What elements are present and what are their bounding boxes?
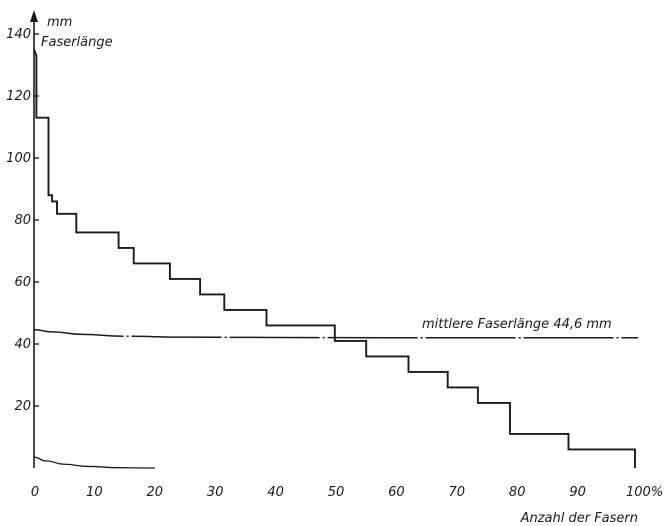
mean-length-annotation: mittlere Faserlänge 44,6 mm [422,317,612,332]
x-tick-label-100: 100% [626,485,663,500]
y-tick-label-140: 140 [6,27,31,42]
x-axis-label: Anzahl der Fasern [520,511,638,526]
axes: mm Faserlänge Anzahl der Fasern mittlere… [30,10,638,526]
lower-boundary-curve [33,456,155,469]
y-axis-unit: mm [47,15,72,30]
y-tick-label-20: 20 [14,399,31,414]
fiber-length-staircase [33,49,636,468]
x-tick-label-20: 20 [147,485,164,500]
x-tick-label-40: 40 [267,485,284,500]
ticks: 20 40 60 80 100 120 140 0 10 20 30 40 50 60 70 80 90 100% [6,27,663,500]
x-tick-label-70: 70 [449,485,466,500]
mean-length-line [33,328,638,339]
x-tick-label-60: 60 [388,485,405,500]
x-tick-label-10: 10 [86,485,103,500]
x-tick-label-0: 0 [31,485,39,500]
x-tick-label-90: 90 [569,485,586,500]
y-tick-label-60: 60 [14,275,31,290]
y-tick-label-120: 120 [6,89,31,104]
y-axis-arrow-icon [30,10,38,22]
y-tick-label-80: 80 [14,213,31,228]
x-tick-label-50: 50 [328,485,345,500]
x-tick-label-80: 80 [509,485,526,500]
series [33,49,638,469]
y-tick-label-100: 100 [6,151,31,166]
y-tick-label-40: 40 [14,337,31,352]
y-axis-label: Faserlänge [41,35,113,50]
x-tick-label-30: 30 [207,485,224,500]
